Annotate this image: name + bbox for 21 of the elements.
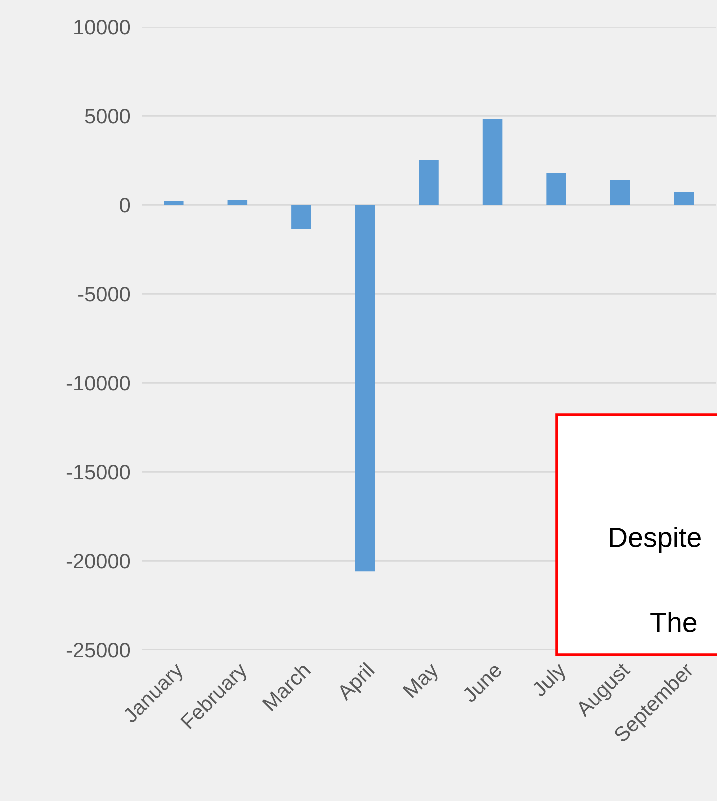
annotation: The [650,612,697,632]
bar [292,205,312,230]
y-tick-label: -15000 [66,465,130,480]
x-tick-label: July [530,661,570,701]
y-tick-label: -5000 [78,287,130,302]
y-tick-label: -25000 [66,643,130,658]
bar [419,160,439,205]
y-tick-label: 5000 [85,109,130,124]
y-tick-label: 10000 [74,20,130,35]
bar [228,200,248,205]
bar [674,192,694,205]
y-tick-label: 0 [120,198,130,213]
bar [355,205,376,572]
y-tick-label: -20000 [66,554,130,569]
annotation: Despite [610,527,701,553]
bar [482,120,503,205]
bar [610,180,630,205]
x-tick-label: May [402,662,443,702]
bar [546,172,566,205]
bar [164,201,184,205]
y-tick-label: -10000 [66,376,130,391]
